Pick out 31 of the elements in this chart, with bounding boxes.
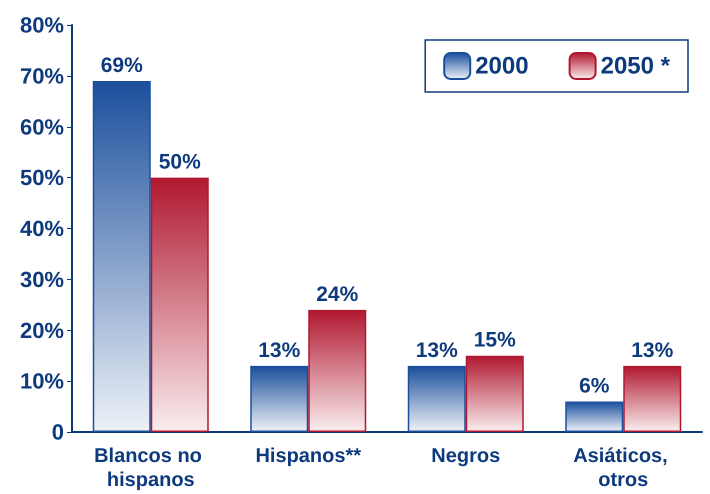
data-label: 13%: [631, 338, 674, 362]
data-label: 13%: [416, 338, 458, 362]
legend-label: 2000: [475, 52, 529, 80]
data-label: 50%: [158, 150, 202, 174]
bar: [250, 366, 308, 432]
y-tick-label: 40%: [20, 216, 64, 241]
bar: [92, 80, 151, 432]
x-tick-label: Blancos no hispanos: [94, 445, 208, 491]
data-label: 15%: [474, 328, 516, 352]
bar: [565, 401, 624, 432]
x-tick-label: Asiáticos, otros: [573, 445, 674, 491]
bar: [150, 178, 209, 432]
data-label: 6%: [579, 374, 610, 398]
y-tick-label: 70%: [20, 63, 64, 88]
y-tick-label: 50%: [20, 165, 64, 190]
y-tick-label: 60%: [20, 114, 64, 140]
bar: [408, 366, 466, 432]
y-tick-label: 10%: [20, 368, 64, 394]
y-tick-label: 0: [52, 420, 64, 444]
x-tick-label: Hispanos**: [255, 445, 362, 467]
y-tick-label: 20%: [20, 318, 64, 343]
data-label: 13%: [258, 338, 301, 362]
bar: [623, 366, 682, 432]
bar: [308, 310, 366, 432]
data-label: 69%: [100, 54, 144, 77]
x-tick-label: Negros: [431, 445, 500, 467]
legend-label: 2050 *: [600, 52, 671, 80]
data-label: 24%: [316, 282, 359, 306]
y-tick-label: 30%: [20, 266, 64, 292]
y-tick-label: 80%: [20, 12, 64, 38]
bar: [466, 356, 524, 432]
